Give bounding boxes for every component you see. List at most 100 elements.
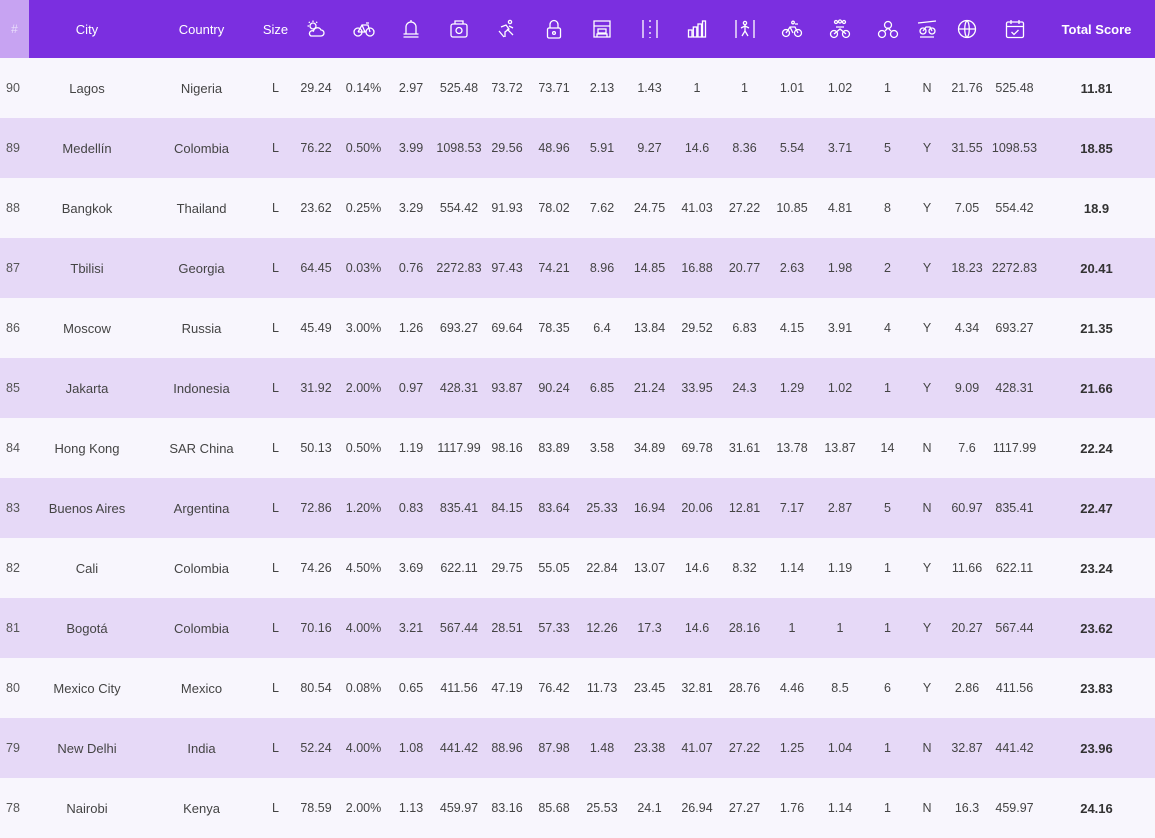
bell-cell: 2.97	[398, 81, 424, 95]
rank-cell: 82	[6, 561, 20, 575]
bike-shop-cell: Y	[922, 681, 932, 695]
country-cell: Mexico	[180, 680, 223, 696]
road-lanes-cell: 24.75	[633, 201, 666, 215]
city-header[interactable]: City	[75, 21, 99, 37]
bicycle-cell: 4.00%	[345, 741, 382, 755]
bicycle-icon[interactable]	[339, 0, 388, 58]
bike-crowd-cell: 3.71	[827, 141, 853, 155]
bike-shop-cell: N	[922, 81, 932, 95]
globe-cell: 18.23	[951, 261, 983, 275]
total-score-cell: 23.62	[1080, 620, 1113, 636]
road-lanes-cell: 21.24	[633, 381, 666, 395]
bicycle-cell: 0.14%	[345, 81, 382, 95]
bell-cell: 3.21	[398, 621, 424, 635]
bike-crowd-cell: 2.87	[827, 501, 853, 515]
bike-share-cell: 1	[884, 741, 891, 755]
padlock-cell: 74.21	[538, 261, 570, 275]
pedestrian-crossing-cell: 8.32	[732, 561, 757, 575]
bell-cell: 1.13	[398, 801, 424, 815]
cash-register-cell: 411.56	[440, 681, 478, 695]
cash-register-cell: 622.11	[440, 561, 478, 575]
size-header[interactable]: Size	[262, 21, 289, 37]
road-lanes-cell: 23.38	[633, 741, 666, 755]
city-cell: Buenos Aires	[48, 500, 126, 516]
table-row[interactable]: 80 Mexico City Mexico L 80.54 0.08% 0.65 411.56…	[0, 658, 1155, 718]
bicycle-cell: 1.20%	[345, 501, 382, 515]
city-cell: Nairobi	[66, 800, 108, 816]
table-row[interactable]: 89 Medellín Colombia L 76.22 0.50% 3.99 1098.53…	[0, 118, 1155, 178]
bar-chart-cell: 29.52	[681, 321, 713, 335]
country-cell: Thailand	[176, 200, 227, 216]
bar-chart-cell: 20.06	[681, 501, 713, 515]
cyclist-cell: 97.43	[491, 261, 523, 275]
globe-cell: 11.66	[951, 561, 983, 575]
country-cell: Colombia	[174, 560, 229, 576]
table-row[interactable]: 86 Moscow Russia L 45.49 3.00% 1.26 693.27 69.64…	[0, 298, 1155, 358]
storefront-cell: 5.91	[589, 141, 615, 155]
bike-shop-cell: Y	[922, 621, 932, 635]
table-row[interactable]: 82 Cali Colombia L 74.26 4.50% 3.69 622.11 29.75…	[0, 538, 1155, 598]
padlock-cell: 57.33	[538, 621, 570, 635]
size-cell: L	[272, 261, 279, 275]
bike-crowd-icon[interactable]	[816, 0, 864, 58]
padlock-cell: 83.89	[538, 441, 570, 455]
sun-cloud-cell: 76.22	[300, 141, 332, 155]
road-lanes-icon[interactable]	[626, 0, 673, 58]
sun-cloud-icon[interactable]	[293, 0, 339, 58]
calendar-check-cell: 428.31	[995, 381, 1034, 395]
globe-icon[interactable]	[943, 0, 991, 58]
globe-cell: 9.09	[954, 381, 980, 395]
table-row[interactable]: 83 Buenos Aires Argentina L 72.86 1.20% 0.83 83…	[0, 478, 1155, 538]
pedestrian-crossing-icon[interactable]	[721, 0, 768, 58]
bike-path-cell: 10.85	[776, 201, 808, 215]
table-row[interactable]: 90 Lagos Nigeria L 29.24 0.14% 2.97 525.48 73.72…	[0, 58, 1155, 118]
storefront-cell: 2.13	[589, 81, 615, 95]
bar-chart-cell: 41.07	[681, 741, 713, 755]
table-row[interactable]: 84 Hong Kong SAR China L 50.13 0.50% 1.19 1117.…	[0, 418, 1155, 478]
cash-register-icon[interactable]	[434, 0, 484, 58]
city-cell: Medellín	[62, 140, 112, 156]
bar-chart-icon[interactable]	[673, 0, 721, 58]
country-header[interactable]: Country	[178, 21, 225, 37]
padlock-icon[interactable]	[530, 0, 578, 58]
bike-path-cell: 1.76	[779, 801, 805, 815]
calendar-check-icon[interactable]	[991, 0, 1038, 58]
cyclist-cell: 69.64	[491, 321, 523, 335]
bike-share-cell: 4	[884, 321, 891, 335]
pedestrian-crossing-cell: 1	[741, 81, 748, 95]
bike-share-cell: 2	[884, 261, 891, 275]
cash-register-cell: 441.42	[439, 741, 479, 755]
bike-shop-icon[interactable]	[911, 0, 943, 58]
rank-cell: 88	[6, 201, 20, 215]
table-row[interactable]: 81 Bogotá Colombia L 70.16 4.00% 3.21 567.44 28.…	[0, 598, 1155, 658]
bike-path-icon[interactable]	[768, 0, 816, 58]
table-row[interactable]: 78 Nairobi Kenya L 78.59 2.00% 1.13 459.97 83.16…	[0, 778, 1155, 838]
city-cell: Mexico City	[53, 680, 121, 696]
cash-register-cell: 1117.99	[437, 441, 481, 455]
sun-cloud-cell: 64.45	[300, 261, 332, 275]
rank-cell: 81	[6, 621, 20, 635]
table-body: 90 Lagos Nigeria L 29.24 0.14% 2.97 525.48 73.72…	[0, 58, 1155, 838]
sun-cloud-cell: 52.24	[300, 741, 332, 755]
table-row[interactable]: 88 Bangkok Thailand L 23.62 0.25% 3.29 554.42 91…	[0, 178, 1155, 238]
size-cell: L	[272, 741, 279, 755]
sun-cloud-cell: 31.92	[300, 381, 332, 395]
table-row[interactable]: 85 Jakarta Indonesia L 31.92 2.00% 0.97 428.31 9…	[0, 358, 1155, 418]
calendar-check-cell: 1117.99	[992, 441, 1037, 455]
bike-share-icon[interactable]	[864, 0, 911, 58]
calendar-check-cell: 554.42	[995, 201, 1034, 215]
rank-header[interactable]: #	[0, 0, 29, 58]
cyclist-icon[interactable]	[484, 0, 530, 58]
storefront-icon[interactable]	[578, 0, 626, 58]
total-score-header[interactable]: Total Score	[1061, 21, 1132, 37]
bell-icon[interactable]	[388, 0, 434, 58]
total-score-cell: 11.81	[1080, 80, 1113, 96]
table-row[interactable]: 79 New Delhi India L 52.24 4.00% 1.08 441.42 88.…	[0, 718, 1155, 778]
table-row[interactable]: 87 Tbilisi Georgia L 64.45 0.03% 0.76 2272.83 97…	[0, 238, 1155, 298]
bar-chart-cell: 14.6	[684, 621, 710, 635]
calendar-check-cell: 835.41	[995, 501, 1034, 515]
bicycle-cell: 0.25%	[345, 201, 382, 215]
size-cell: L	[272, 321, 279, 335]
bell-cell: 3.29	[398, 201, 424, 215]
globe-cell: 7.6	[958, 441, 976, 455]
